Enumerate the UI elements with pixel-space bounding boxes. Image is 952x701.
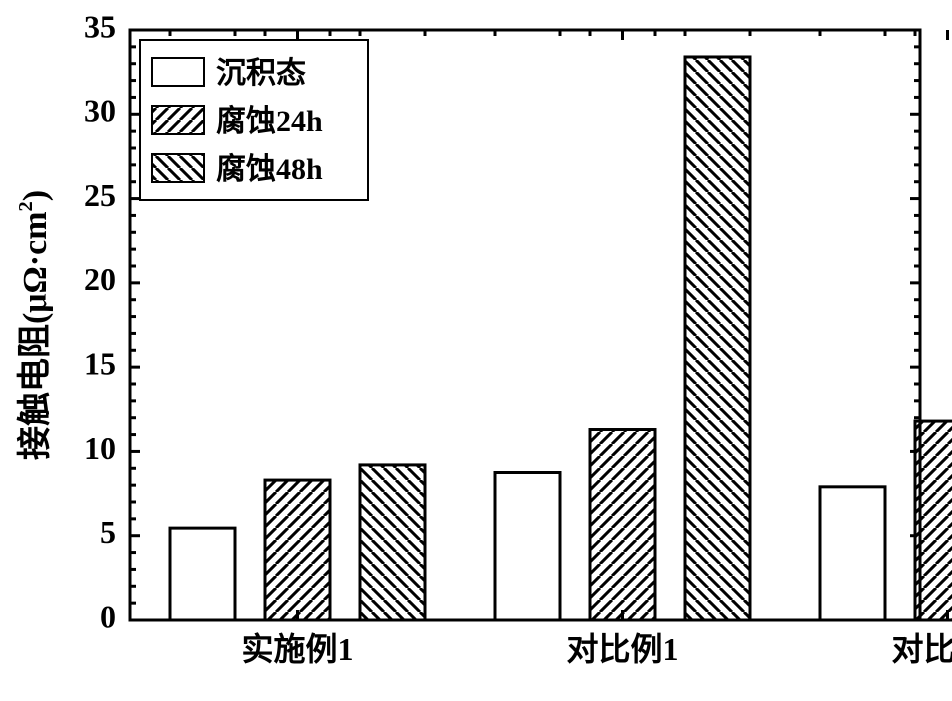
- bar: [170, 528, 235, 620]
- bar-chart: 0 5 10 15 20 25 30 35 实施例1 对比例1 对比例2 接触电阻(μΩ·cm2) 沉积…: [0, 0, 952, 701]
- bar: [820, 487, 885, 620]
- legend-swatch: [152, 106, 204, 134]
- bar: [590, 430, 655, 620]
- y-tick-label: 35: [84, 8, 116, 44]
- legend-swatch: [152, 58, 204, 86]
- y-tick-label: 5: [100, 514, 116, 550]
- legend-label: 腐蚀24h: [216, 105, 323, 138]
- legend-label: 沉积态: [216, 57, 306, 90]
- bar: [265, 480, 330, 620]
- y-tick-label: 0: [100, 598, 116, 634]
- y-tick-label: 20: [84, 261, 116, 297]
- chart-container: 0 5 10 15 20 25 30 35 实施例1 对比例1 对比例2 接触电阻(μΩ·cm2) 沉积…: [0, 0, 952, 701]
- legend-label: 腐蚀48h: [216, 153, 323, 186]
- bar: [685, 57, 750, 620]
- x-tick-label: 对比例2: [891, 631, 952, 667]
- y-tick-label: 15: [84, 345, 116, 381]
- y-tick-label: 30: [84, 93, 116, 129]
- y-axis-label: 接触电阻(μΩ·cm2): [15, 190, 54, 460]
- legend-swatch: [152, 154, 204, 182]
- bar: [495, 473, 560, 621]
- x-tick-label: 实施例1: [241, 631, 353, 667]
- legend: 沉积态腐蚀24h 腐蚀48h: [140, 40, 368, 200]
- y-tick-label: 25: [84, 177, 116, 213]
- x-tick-label: 对比例1: [566, 631, 678, 667]
- y-tick-label: 10: [84, 430, 116, 466]
- bar: [360, 465, 425, 620]
- svg-text:接触电阻(μΩ·cm2): 接触电阻(μΩ·cm2): [15, 190, 54, 460]
